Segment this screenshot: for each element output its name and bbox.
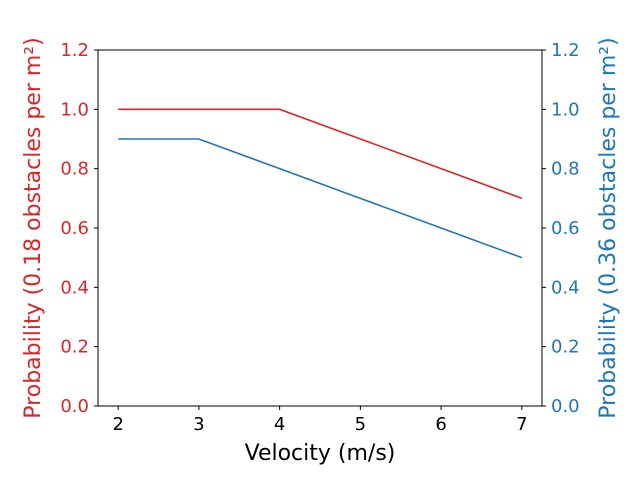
right-y-tick-label: 0.6 (551, 218, 580, 239)
right-y-tick-label: 0.4 (551, 277, 580, 298)
right-y-tick-label: 0.0 (551, 396, 580, 417)
left-y-tick-label: 1.0 (60, 99, 89, 120)
left-y-tick-label: 1.2 (60, 40, 89, 61)
x-axis-ticks: 2 3 4 5 6 7 (112, 406, 528, 435)
x-tick-label: 5 (355, 414, 366, 435)
x-tick-label: 6 (435, 414, 446, 435)
series-layer (118, 108, 523, 259)
right-y-tick-label: 0.2 (551, 337, 580, 358)
right-y-tick-label: 1.2 (551, 40, 580, 61)
right-y-axis-ticks: 0.0 0.2 0.4 0.6 0.8 1.0 1.2 (542, 40, 580, 417)
right-y-tick-label: 1.0 (551, 99, 580, 120)
x-tick-label: 7 (516, 414, 527, 435)
series-line-right (118, 138, 523, 259)
left-y-axis-ticks: 0.0 0.2 0.4 0.6 0.8 1.0 1.2 (60, 40, 98, 417)
x-axis-label: Velocity (m/s) (245, 441, 396, 466)
left-y-tick-label: 0.6 (60, 218, 89, 239)
x-tick-label: 4 (274, 414, 285, 435)
right-y-axis-label: Probability (0.36 obstacles per m²) (596, 37, 621, 418)
left-y-axis-label: Probability (0.18 obstacles per m²) (21, 37, 46, 418)
left-y-tick-label: 0.2 (60, 337, 89, 358)
left-y-tick-label: 0.8 (60, 159, 89, 180)
left-y-tick-label: 0.0 (60, 396, 89, 417)
series-line-left (118, 108, 523, 200)
right-y-tick-label: 0.8 (551, 159, 580, 180)
left-y-tick-label: 0.4 (60, 277, 89, 298)
x-tick-label: 3 (193, 414, 204, 435)
x-tick-label: 2 (112, 414, 123, 435)
